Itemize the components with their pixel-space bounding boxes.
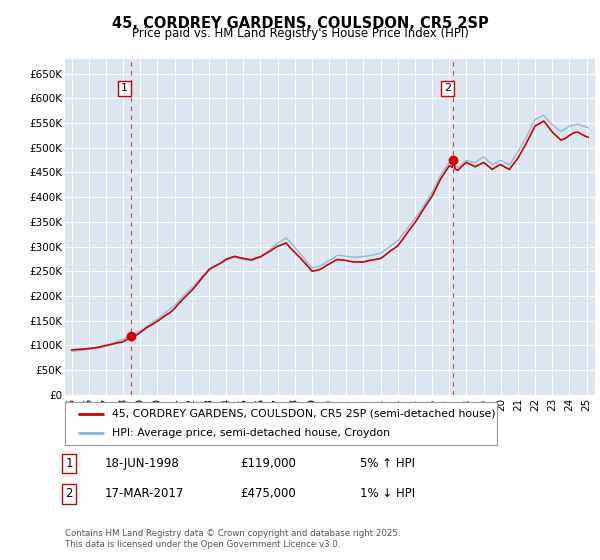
Text: 5% ↑ HPI: 5% ↑ HPI bbox=[360, 457, 415, 470]
Text: 45, CORDREY GARDENS, COULSDON, CR5 2SP: 45, CORDREY GARDENS, COULSDON, CR5 2SP bbox=[112, 16, 488, 31]
Text: 17-MAR-2017: 17-MAR-2017 bbox=[105, 487, 184, 501]
Text: 18-JUN-1998: 18-JUN-1998 bbox=[105, 457, 180, 470]
Text: 2: 2 bbox=[65, 487, 73, 501]
Text: £119,000: £119,000 bbox=[240, 457, 296, 470]
Text: Price paid vs. HM Land Registry's House Price Index (HPI): Price paid vs. HM Land Registry's House … bbox=[131, 27, 469, 40]
Text: 1% ↓ HPI: 1% ↓ HPI bbox=[360, 487, 415, 501]
Text: 1: 1 bbox=[121, 83, 128, 94]
Text: 45, CORDREY GARDENS, COULSDON, CR5 2SP (semi-detached house): 45, CORDREY GARDENS, COULSDON, CR5 2SP (… bbox=[112, 409, 496, 419]
Text: 2: 2 bbox=[444, 83, 451, 94]
Text: 1: 1 bbox=[65, 457, 73, 470]
Text: HPI: Average price, semi-detached house, Croydon: HPI: Average price, semi-detached house,… bbox=[112, 428, 391, 438]
Text: £475,000: £475,000 bbox=[240, 487, 296, 501]
Text: Contains HM Land Registry data © Crown copyright and database right 2025.
This d: Contains HM Land Registry data © Crown c… bbox=[65, 529, 400, 549]
